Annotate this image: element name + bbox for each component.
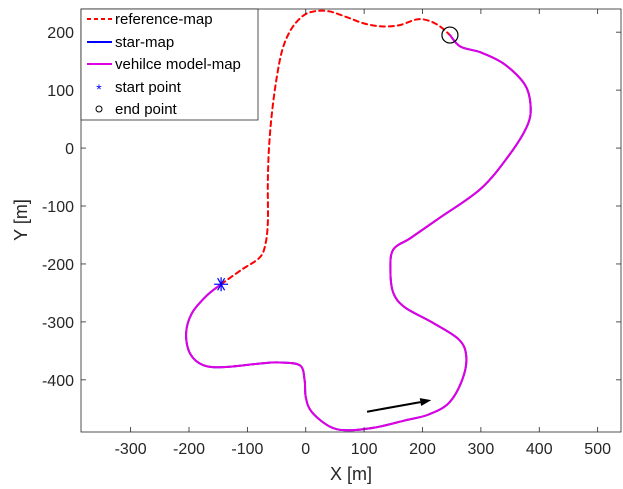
y-tick-label: -400	[42, 373, 74, 390]
start-point-marker	[214, 277, 229, 292]
y-tick-label: -100	[42, 199, 74, 216]
legend-label-reference-map: reference-map	[115, 11, 213, 28]
annotation-layer	[366, 398, 432, 413]
y-axis-ticks: 200 100 0 -100 -200 -300 -400	[42, 25, 621, 390]
axes-box	[80, 8, 622, 433]
legend-marker-start-point: *	[96, 81, 102, 97]
y-tick-label: 0	[65, 141, 74, 158]
legend-label-vehicle-model-map: vehilce model-map	[115, 56, 241, 73]
y-tick-label: 200	[47, 25, 74, 42]
x-tick-label: 400	[526, 441, 553, 458]
x-tick-label: 100	[351, 441, 378, 458]
y-tick-label: -200	[42, 257, 74, 274]
x-tick-label: 0	[301, 441, 310, 458]
series-line-reference-map	[220, 9, 451, 286]
x-tick-label: -200	[173, 441, 205, 458]
x-axis-label: X [m]	[330, 464, 372, 484]
y-axis-label: Y [m]	[11, 199, 31, 241]
series-line-vehilce-model-map	[185, 34, 532, 432]
direction-arrow-head	[419, 398, 432, 407]
x-tick-label: -300	[115, 441, 147, 458]
series-layer	[185, 9, 532, 432]
legend-label-start-point: start point	[115, 79, 182, 96]
x-tick-label: -100	[231, 441, 263, 458]
legend-marker-end-point	[95, 105, 103, 113]
y-tick-label: 100	[47, 83, 74, 100]
x-tick-label: 300	[468, 441, 495, 458]
x-tick-label: 200	[409, 441, 436, 458]
legend-label-end-point: end point	[115, 101, 178, 118]
legend-label-star-map: star-map	[115, 34, 174, 51]
legend: reference-map star-map vehilce model-map…	[80, 8, 259, 121]
y-tick-label: -300	[42, 315, 74, 332]
x-tick-label: 500	[584, 441, 611, 458]
direction-arrow-shaft	[366, 401, 421, 413]
end-point-marker	[441, 26, 459, 44]
